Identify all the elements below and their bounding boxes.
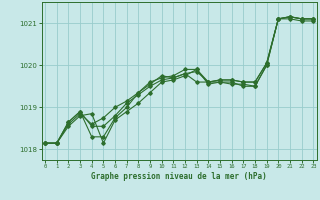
X-axis label: Graphe pression niveau de la mer (hPa): Graphe pression niveau de la mer (hPa) xyxy=(91,172,267,181)
